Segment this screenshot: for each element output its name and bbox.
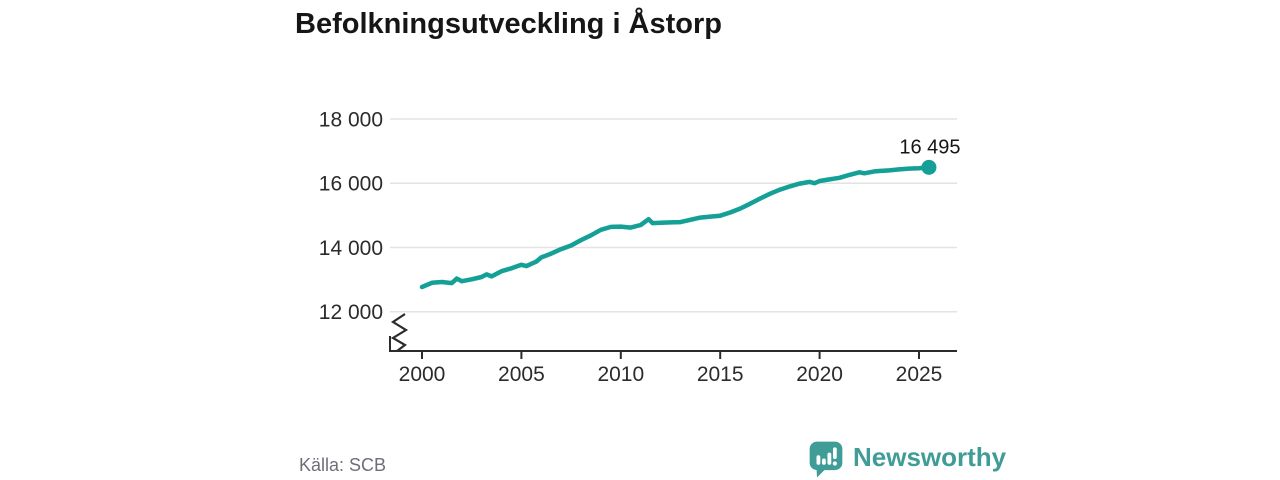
x-axis-line xyxy=(389,336,957,352)
y-axis-tick-label: 18 000 xyxy=(319,109,383,132)
bar-chart-speech-bubble-icon xyxy=(809,441,843,478)
y-axis-tick-label: 12 000 xyxy=(319,301,383,324)
latest-value-label: 16 495 xyxy=(899,136,960,158)
chart-title: Befolkningsutveckling i Åstorp xyxy=(295,8,722,40)
x-axis-tick-label: 2020 xyxy=(796,363,843,386)
x-axis-tick-label: 2015 xyxy=(697,363,744,386)
newsworthy-logo[interactable]: Newsworthy xyxy=(808,440,1006,478)
latest-value-dot xyxy=(921,159,937,175)
brand-name: Newsworthy xyxy=(853,442,1007,472)
x-axis-tick-label: 2025 xyxy=(896,363,943,386)
axis-break-icon xyxy=(390,313,409,352)
x-axis-tick-label: 2010 xyxy=(597,363,644,386)
y-axis-tick-label: 14 000 xyxy=(319,237,383,260)
y-axis-tick-label: 16 000 xyxy=(319,173,383,196)
population-line xyxy=(419,165,932,290)
x-axis-tick-label: 2005 xyxy=(498,363,545,386)
x-axis-tick-label: 2000 xyxy=(399,363,446,386)
source-note: Källa: SCB xyxy=(299,455,387,475)
